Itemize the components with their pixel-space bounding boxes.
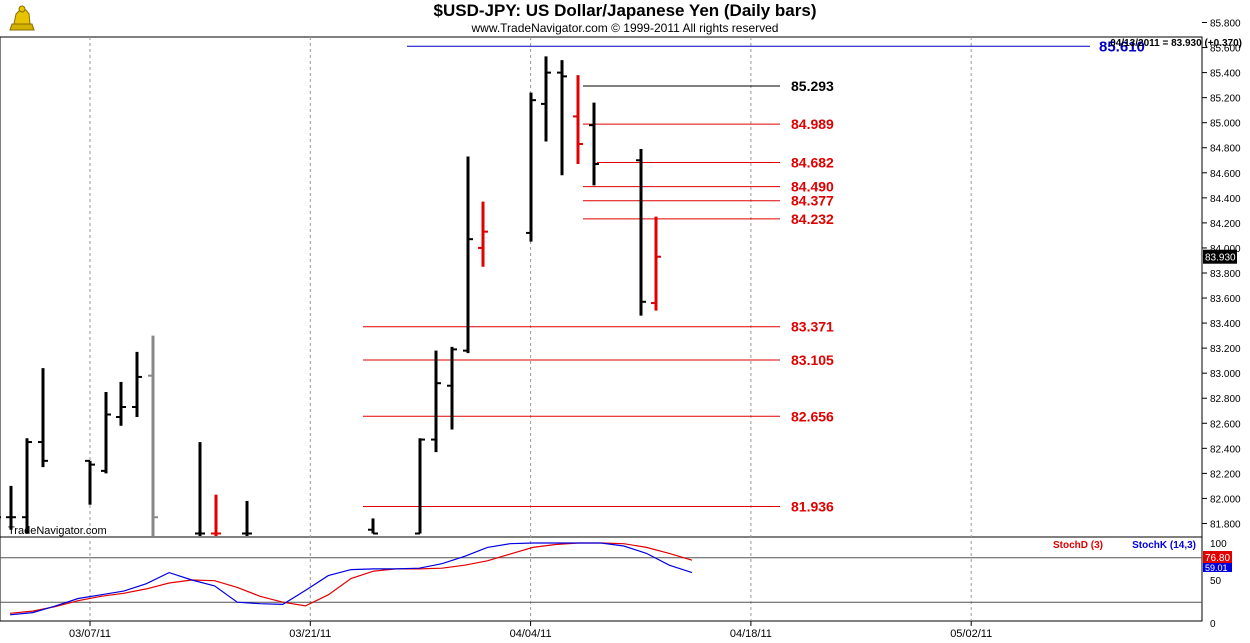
last-price-box [1203, 249, 1237, 264]
stochK-line [9, 542, 693, 616]
y-tick-label: 83.800 [1210, 269, 1241, 280]
price-level-label: 85.293 [791, 78, 834, 94]
last-price-label: 83.930 [1205, 253, 1236, 264]
bull-scales-logo-icon [7, 5, 37, 34]
stoch-y-tick-label: 100 [1210, 539, 1227, 550]
price-level-label: 84.232 [791, 211, 834, 227]
watermark: TradeNavigator.com [8, 525, 107, 537]
price-panel-frame [0, 36, 1203, 538]
y-tick-label: 85.400 [1210, 69, 1241, 80]
y-tick-label: 82.400 [1210, 444, 1241, 455]
chart-title: $USD-JPY: US Dollar/Japanese Yen (Daily … [433, 1, 817, 20]
x-tick-label: 04/04/11 [510, 628, 552, 640]
last-quote: 04/13/2011 = 83.930 (+0.370) [1110, 38, 1242, 49]
price-bars [0, 56, 661, 536]
price-level-label: 83.371 [791, 319, 834, 335]
y-tick-label: 83.400 [1210, 319, 1241, 330]
price-level-label: 84.682 [791, 155, 834, 171]
y-tick-label: 82.200 [1210, 469, 1241, 480]
stochK-value-box [1203, 563, 1232, 572]
y-tick-label: 84.000 [1210, 244, 1241, 255]
x-tick-label: 05/02/11 [950, 628, 992, 640]
stochD-value-box [1203, 551, 1232, 563]
price-level-label: 84.377 [791, 193, 834, 209]
price-level-label: 85.610 [1099, 38, 1145, 55]
stochD-line [9, 542, 693, 614]
price-level-label: 82.656 [791, 408, 834, 424]
stoch-panel-frame [0, 536, 1203, 622]
y-tick-label: 84.200 [1210, 219, 1241, 230]
stochK-legend: StochK (14,3) [1132, 540, 1196, 551]
chart-subtitle: www.TradeNavigator.com © 1999-2011 All r… [471, 21, 779, 35]
x-tick-label: 03/07/11 [69, 628, 111, 640]
y-tick-label: 82.000 [1210, 494, 1241, 505]
price-level-label: 84.490 [791, 179, 834, 195]
stochD-value-label: 76.80 [1205, 553, 1230, 564]
x-tick-label: 03/21/11 [289, 628, 331, 640]
stochD-legend: StochD (3) [1053, 540, 1103, 551]
price-level-label: 83.105 [791, 352, 834, 368]
y-tick-label: 85.200 [1210, 94, 1241, 105]
price-level-label: 81.936 [791, 498, 834, 514]
y-tick-label: 85.600 [1210, 44, 1241, 55]
date-x-axis: 03/07/11 03/21/11 04/04/11 04/18/11 05/02/11 [69, 621, 992, 640]
y-tick-label: 84.600 [1210, 169, 1241, 180]
y-tick-label: 85.800 [1210, 19, 1241, 30]
y-tick-label: 83.000 [1210, 369, 1241, 380]
stoch-y-tick-label: 50 [1210, 576, 1222, 587]
price-y-axis: 85.800 85.600 85.400 85.200 85.000 84.800 84.6… [1202, 19, 1241, 530]
y-tick-label: 83.200 [1210, 344, 1241, 355]
x-tick-label: 04/18/11 [730, 628, 772, 640]
y-tick-label: 84.400 [1210, 194, 1241, 205]
stochK-value-label: 59.01 [1205, 563, 1228, 573]
stoch-y-tick-label: 0 [1210, 619, 1216, 630]
y-tick-label: 85.000 [1210, 119, 1241, 130]
y-tick-label: 81.800 [1210, 519, 1241, 530]
y-tick-label: 82.600 [1210, 419, 1241, 430]
y-tick-label: 82.800 [1210, 394, 1241, 405]
y-tick-label: 83.600 [1210, 294, 1241, 305]
y-tick-label: 84.800 [1210, 144, 1241, 155]
price-level-label: 84.989 [791, 116, 834, 132]
